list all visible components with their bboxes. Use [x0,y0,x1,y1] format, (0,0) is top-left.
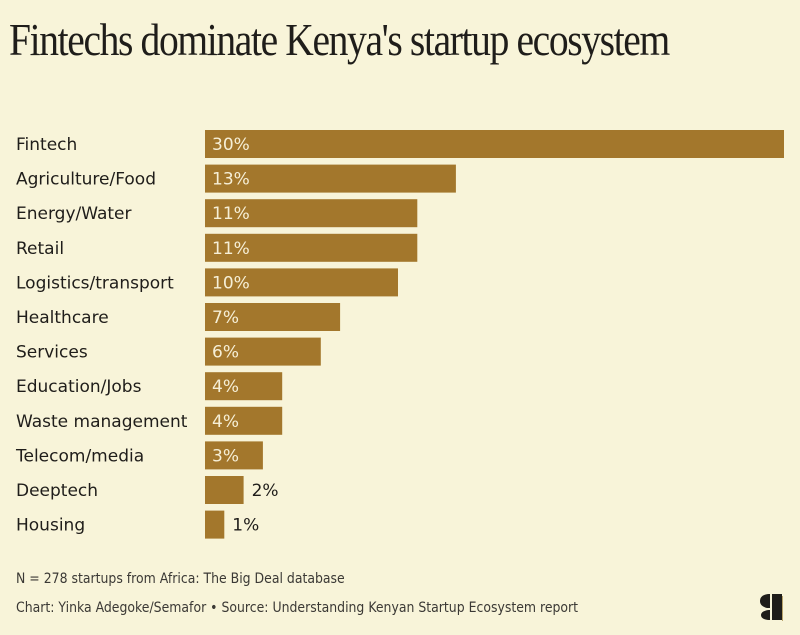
chart-title: Fintechs dominate Kenya's startup ecosys… [9,14,670,65]
category-label: Housing [16,516,85,536]
data-label: 11% [212,239,250,259]
bar [205,268,398,297]
data-label: 1% [232,516,259,536]
bar [205,303,341,331]
semafor-logo-icon [760,594,783,621]
category-label: Agriculture/Food [16,170,156,190]
bar [205,337,321,366]
data-label: 6% [212,343,239,363]
bar [205,476,244,504]
category-label: Deeptech [16,481,98,501]
bar [205,164,456,193]
data-label: 30% [212,135,250,155]
data-label: 2% [252,481,279,501]
bar [205,372,283,401]
data-label: 13% [212,170,250,190]
data-label: 10% [212,273,250,293]
data-label: 4% [212,412,239,432]
category-label: Services [16,343,88,363]
bar [205,510,225,539]
category-label: Retail [16,239,64,259]
category-label: Energy/Water [16,204,132,224]
bar [205,130,784,158]
data-label: 7% [212,308,239,328]
sample-size-note: N = 278 startups from Africa: The Big De… [16,571,345,587]
source-credit: Chart: Yinka Adegoke/Semafor • Source: U… [16,600,579,616]
category-label: Waste management [16,412,188,432]
category-label: Fintech [16,135,77,155]
category-label: Education/Jobs [16,377,142,397]
data-label: 3% [212,446,239,466]
category-label: Healthcare [16,308,109,328]
bar [205,441,263,470]
bar-chart: Fintech 30% Agriculture/Food 13% Energy/Wate… [15,130,784,539]
bar [205,199,418,228]
category-label: Telecom/media [15,446,144,466]
bar [205,233,418,262]
bar [205,406,283,435]
category-label: Logistics/transport [16,273,174,293]
data-label: 4% [212,377,239,397]
data-label: 11% [212,204,250,224]
